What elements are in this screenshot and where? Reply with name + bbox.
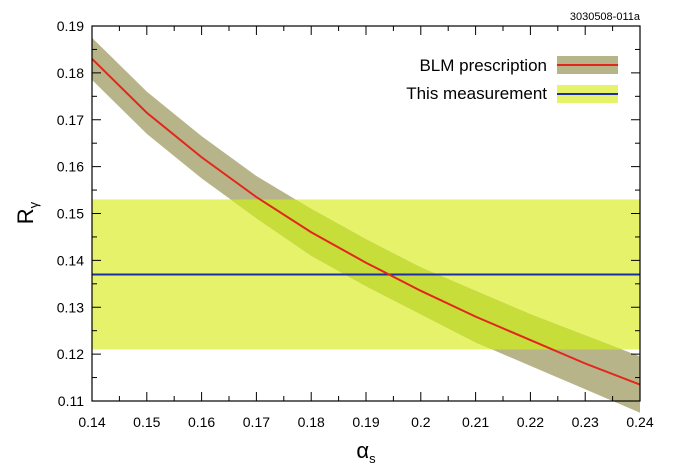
x-tick-label: 0.18: [298, 414, 325, 430]
x-tick-label: 0.16: [188, 414, 215, 430]
x-axis-title: αs: [356, 438, 376, 464]
blm-curve: [91, 58, 641, 386]
y-tick-label: 0.18: [57, 65, 84, 81]
x-tick-label: 0.2: [411, 414, 431, 430]
y-tick-label: 0.17: [57, 112, 84, 128]
y-tick-label: 0.14: [57, 252, 84, 268]
y-tick-label: 0.15: [57, 206, 84, 222]
x-tick-label: 0.19: [352, 414, 379, 430]
y-tick-label: 0.16: [57, 159, 84, 175]
x-tick-label: 0.17: [243, 414, 270, 430]
plot-area: 0.14 0.15 0.16 0.17 0.18 0.19 0.2 0.21 0.22 0.23 0…: [57, 18, 654, 430]
y-tick-label: 0.13: [57, 299, 84, 315]
x-tick-label: 0.24: [626, 414, 653, 430]
y-tick-label: 0.11: [58, 393, 84, 409]
x-tick-label: 0.14: [78, 414, 105, 430]
y-tick-label: 0.12: [57, 346, 84, 362]
legend-label-measurement: This measurement: [406, 84, 547, 103]
x-tick-label: 0.23: [572, 414, 599, 430]
y-axis-title: Rγ: [13, 201, 41, 224]
legend-label-blm: BLM prescription: [419, 56, 547, 75]
x-tick-label: 0.22: [517, 414, 544, 430]
x-tick-label: 0.21: [462, 414, 489, 430]
x-tick-label: 0.15: [133, 414, 160, 430]
legend: BLM prescription This measurement: [406, 56, 618, 103]
figure-id: 3030508-011a: [570, 11, 641, 23]
y-tick-label: 0.19: [57, 18, 84, 34]
